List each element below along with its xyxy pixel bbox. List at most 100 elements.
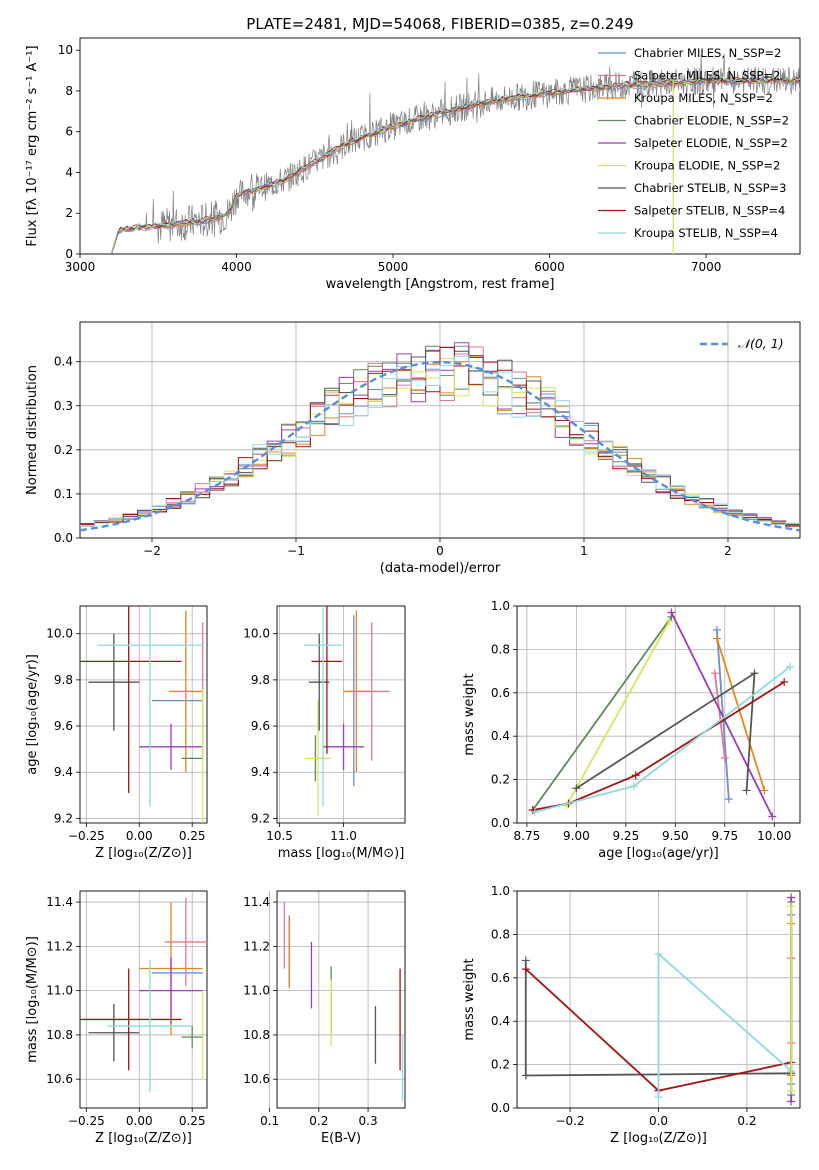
mass_vs_Z-axes: −0.25 0.00 0.25 10.6 10.8 11.0 11.2 11.4 Z [log₁… <box>25 890 208 1146</box>
weight_vs_age-axes: 8.75 9.00 9.25 9.50 9.75 10.00 0.0 0.2 0.4 0.6 0.8… <box>462 599 801 861</box>
age_vs_mass-errorbars <box>303 606 390 817</box>
y-tick-label: 6 <box>65 125 73 139</box>
kroupa_elodie-point-marker <box>787 902 796 911</box>
x-tick-label: 0.0 <box>649 1114 668 1128</box>
y-tick-label: 2 <box>65 206 73 220</box>
salpeter_elodie-point-marker <box>787 1097 796 1106</box>
y-tick-label: 9.4 <box>251 765 270 779</box>
salpeter_stelib-point-marker <box>780 677 789 686</box>
x-axis-label: E(B-V) <box>321 1131 361 1146</box>
y-tick-label: 0.4 <box>491 729 510 743</box>
legend-entry: Chabrier STELIB, N_SSP=3 <box>634 181 786 195</box>
x-tick-label: 10.00 <box>757 829 791 843</box>
x-tick-label: 0.25 <box>179 1114 206 1128</box>
y-tick-label: 11.0 <box>46 984 73 998</box>
y-tick-label: 1.0 <box>491 884 510 898</box>
salpeter_miles-weight-line <box>714 673 726 759</box>
legend-entry: Salpeter ELODIE, N_SSP=2 <box>634 136 788 150</box>
age_vs_Z-frame <box>79 605 208 824</box>
y-tick-label: 9.2 <box>251 811 270 825</box>
x-tick-label: −0.25 <box>68 1114 105 1128</box>
y-axis-label: age [log₁₀(age/yr)] <box>25 654 40 775</box>
legend-entry: Chabrier MILES, N_SSP=2 <box>634 46 781 60</box>
y-tick-label: 10.8 <box>243 1028 270 1042</box>
gaussian-legend-label: 𝒩(0, 1) <box>738 336 784 351</box>
kroupa_miles-weight-line <box>716 638 766 791</box>
x-tick-label: 6000 <box>534 260 565 274</box>
x-axis-label: wavelength [Angstrom, rest frame] <box>326 277 555 292</box>
y-tick-label: 4 <box>65 165 73 179</box>
chabrier_stelib-point-marker <box>742 786 751 795</box>
kroupa_stelib-weight-line <box>534 666 791 813</box>
x-tick-label: 0.1 <box>260 1114 279 1128</box>
y-axis-label: mass weight <box>462 958 477 1040</box>
spectrum-lines <box>110 53 800 254</box>
y-tick-label: 11.2 <box>46 939 73 953</box>
x-axis-label: mass [log₁₀(M/M⊙)] <box>278 846 405 861</box>
chabrier_stelib-model-line <box>110 77 800 254</box>
x-axis-label: Z [log₁₀(Z/Z⊙)] <box>610 1131 707 1146</box>
y-tick-label: 9.2 <box>54 811 73 825</box>
y-tick-label: 0.2 <box>54 443 73 457</box>
salpeter_elodie-point-marker <box>787 893 796 902</box>
x-tick-label: 1 <box>580 544 588 558</box>
kroupa_miles-point-marker <box>760 786 769 795</box>
weight_vs_age-lines <box>528 608 795 821</box>
kroupa_elodie-weight-line <box>565 620 671 807</box>
chabrier_elodie-weight-line <box>532 616 673 811</box>
x-tick-label: 7000 <box>691 260 722 274</box>
mass_vs_Z-errorbars <box>80 897 207 1093</box>
salpeter_miles-point-marker <box>710 669 719 678</box>
mass_vs_ebv-frame <box>276 890 406 1109</box>
x-tick-label: 0 <box>436 544 444 558</box>
kroupa_stelib-point-marker <box>654 1093 663 1102</box>
y-tick-label: 0.0 <box>54 531 73 545</box>
x-tick-label: −2 <box>143 544 161 558</box>
y-tick-label: 9.4 <box>54 765 73 779</box>
y-tick-label: 10 <box>58 43 73 57</box>
weight_vs_age-frame <box>516 605 801 824</box>
gaussian-curve <box>80 360 800 532</box>
x-tick-label: 5000 <box>378 260 409 274</box>
weight_vs_Z-axes: −0.2 0.0 0.2 0.0 0.2 0.4 0.6 0.8 1.0 Z [log₁₀(Z/Z… <box>462 884 801 1146</box>
weight_vs_Z-lines <box>521 893 796 1106</box>
x-tick-label: −0.2 <box>555 1114 584 1128</box>
x-tick-label: 10.5 <box>266 829 293 843</box>
age_vs_Z-errorbars <box>80 606 204 823</box>
x-tick-label: 4000 <box>221 260 252 274</box>
x-axis-label: Z [log₁₀(Z/Z⊙)] <box>95 1131 192 1146</box>
salpeter_elodie-weight-line <box>670 612 774 817</box>
salpeter_stelib-point-marker <box>521 965 530 974</box>
x-tick-label: −1 <box>287 544 305 558</box>
x-tick-label: 0.25 <box>179 829 206 843</box>
mass_vs_ebv-axes: 0.1 0.2 0.3 10.6 10.8 11.0 11.2 11.4 E(B-V) <box>243 890 406 1146</box>
y-axis-label: Normed distribution <box>25 365 40 495</box>
x-tick-label: 9.75 <box>711 829 738 843</box>
chabrier_stelib-point-marker <box>521 956 530 965</box>
y-tick-label: 8 <box>65 84 73 98</box>
x-tick-label: 0.2 <box>309 1114 328 1128</box>
x-tick-label: 9.25 <box>612 829 639 843</box>
legend-entry: Chabrier ELODIE, N_SSP=2 <box>634 114 789 128</box>
mass_vs_ebv-errorbars <box>283 902 404 1102</box>
y-tick-label: 10.8 <box>46 1028 73 1042</box>
age_vs_mass-frame <box>276 605 406 824</box>
y-tick-label: 9.8 <box>251 673 270 687</box>
chabrier_stelib-point-marker <box>572 784 581 793</box>
y-tick-label: 0 <box>65 247 73 261</box>
x-tick-label: 9.00 <box>563 829 590 843</box>
kroupa_elodie-point-marker <box>665 617 674 626</box>
legend-entry: Salpeter MILES, N_SSP=2 <box>634 69 780 83</box>
y-tick-label: 10.6 <box>243 1072 270 1086</box>
x-tick-label: −0.25 <box>68 829 105 843</box>
y-tick-label: 10.0 <box>243 627 270 641</box>
salpeter_elodie-point-marker <box>667 608 676 617</box>
residuals-axes: −2 −1 0 1 2 0.0 0.1 0.2 0.3 0.4 (data-model)/error… <box>25 321 801 576</box>
y-tick-label: 0.3 <box>54 399 73 413</box>
legend-entry: Kroupa ELODIE, N_SSP=2 <box>634 159 780 173</box>
y-tick-label: 0.2 <box>491 1058 510 1072</box>
x-tick-label: 3000 <box>65 260 96 274</box>
kroupa_stelib-point-marker <box>530 808 539 817</box>
x-tick-label: 11.0 <box>330 829 357 843</box>
